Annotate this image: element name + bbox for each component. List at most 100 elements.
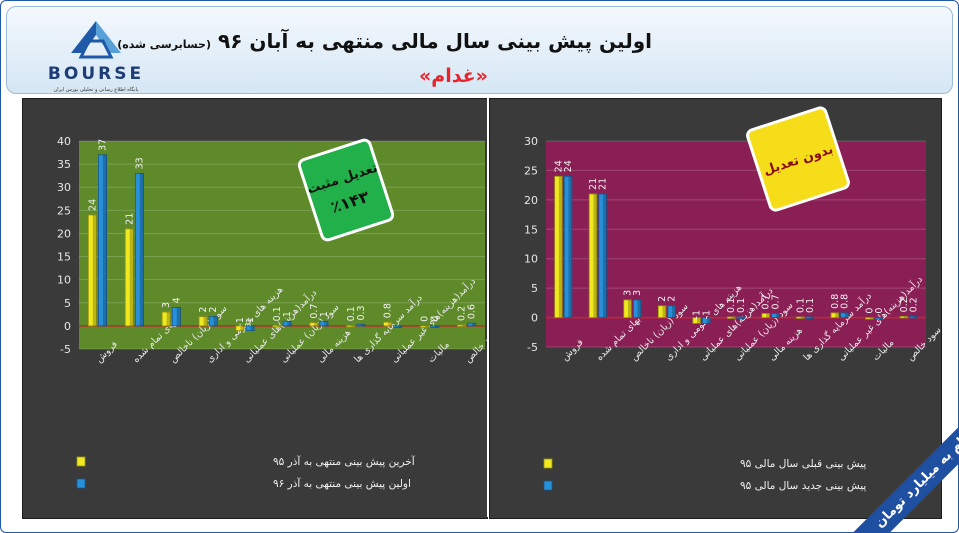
data-label: 21 — [598, 178, 609, 190]
data-label: 21 — [588, 178, 599, 190]
bar — [319, 320, 329, 327]
bar — [692, 317, 701, 324]
bar — [598, 193, 607, 318]
data-label: 21 — [124, 213, 135, 225]
data-label: 3 — [161, 302, 172, 308]
bar-shade — [166, 312, 171, 326]
bar — [632, 299, 642, 318]
bar-shade — [92, 214, 97, 326]
data-label: 0.1 — [795, 298, 806, 313]
svg-text:پایگاه اطلاع رسانی و تحلیلی بو: پایگاه اطلاع رسانی و تحلیلی بورس ایران — [54, 86, 139, 93]
legend-label: آخرین پیش بینی منتهی به آذر ۹۵ — [273, 455, 416, 468]
adjustment-badge: تعدیل مثبت٪۱۴۳ — [297, 138, 395, 242]
bar-shade — [662, 305, 666, 318]
plot-area — [546, 141, 926, 347]
bar — [726, 316, 736, 319]
bar — [393, 325, 403, 328]
bar-shade — [697, 317, 701, 324]
bar — [805, 316, 815, 319]
data-label: 0 — [420, 316, 431, 322]
left-chart-panel: -5 0 5 10 15 20 25 30 35 40 24 37 فروش 21 33 بهای تمام … — [22, 98, 501, 519]
right-chart-panel: -5 0 5 10 15 20 25 30 24 24 فروش 21 21 بهای تمام شده 3… — [489, 98, 944, 519]
legend-label: اولین پیش بینی منتهی به آذر ۹۶ — [273, 477, 411, 490]
bar — [383, 321, 393, 327]
bar-shade — [324, 321, 329, 326]
bar-shade — [810, 316, 814, 319]
data-label: 2 — [667, 296, 678, 302]
data-label: 0.3 — [356, 305, 367, 320]
bar — [245, 325, 255, 331]
logo-text: BOURSE — [48, 64, 144, 84]
data-label: 0.8 — [839, 294, 850, 309]
bar-shade — [731, 316, 735, 319]
bar-shade — [706, 317, 711, 324]
data-label: 0.7 — [770, 294, 781, 309]
y-tick-label: 20 — [57, 227, 71, 240]
bar — [198, 316, 208, 327]
bar — [796, 316, 805, 319]
bar — [467, 322, 477, 327]
header-banner: BOURSE پایگاه اطلاع رسانی و تحلیلی بورس … — [6, 6, 953, 94]
data-label: 1 — [319, 311, 330, 317]
bar-shade — [277, 325, 281, 327]
bar-shade — [129, 228, 134, 326]
bar — [272, 325, 282, 328]
data-label: 0.1 — [272, 306, 283, 321]
y-tick-label: 5 — [64, 297, 71, 310]
y-tick-label: 30 — [524, 135, 538, 148]
bar-shade — [240, 325, 245, 331]
bar-shade — [775, 313, 780, 318]
data-label: 1 — [282, 311, 293, 317]
bar-shade — [766, 313, 770, 318]
data-label: 0.7 — [309, 304, 320, 319]
bar-shade — [435, 325, 439, 328]
bar-shade — [424, 325, 429, 328]
bar-shade — [314, 322, 318, 326]
bar-shade — [287, 321, 292, 326]
bar — [87, 214, 97, 327]
bar — [134, 172, 144, 327]
bar — [736, 316, 745, 319]
data-label: 33 — [134, 157, 145, 169]
bar — [356, 324, 366, 327]
y-tick-label: 0 — [64, 320, 71, 333]
y-tick-label: 15 — [57, 251, 71, 264]
data-label: 2 — [208, 307, 219, 313]
data-label: 0.8 — [383, 303, 394, 318]
title-note: (حسابرسی شده) — [117, 38, 212, 51]
bar-shade — [558, 176, 563, 318]
data-label: 37 — [98, 139, 109, 151]
bar — [563, 175, 573, 318]
bourse-logo: BOURSE پایگاه اطلاع رسانی و تحلیلی بورس … — [21, 17, 171, 99]
bar — [457, 324, 466, 327]
bar — [830, 312, 840, 318]
bar-shade — [398, 325, 402, 328]
y-tick-label: 25 — [57, 204, 71, 217]
bar-shade — [568, 176, 572, 318]
y-tick-label: -5 — [527, 341, 538, 354]
bar-shade — [879, 317, 883, 320]
page-subtitle: «غدام» — [419, 65, 488, 87]
data-label: 2 — [657, 296, 668, 302]
bar — [899, 315, 909, 319]
page-title: اولین پیش بینی سال مالی منتهی به آبان ۹۶… — [117, 29, 652, 53]
legend-swatch — [543, 480, 553, 491]
y-tick-label: 20 — [524, 194, 538, 207]
data-label: 0.2 — [909, 297, 920, 312]
bar — [588, 193, 598, 318]
bar-shade — [176, 307, 181, 326]
data-label: 2 — [198, 307, 209, 313]
bar-shade — [844, 312, 849, 318]
y-tick-label: 5 — [531, 282, 538, 295]
data-label: 0.1 — [346, 306, 357, 321]
data-label: 24 — [87, 199, 98, 211]
bar — [702, 317, 711, 324]
bar — [235, 325, 245, 331]
bar — [554, 175, 563, 318]
data-label: 0.1 — [736, 298, 747, 313]
legend-label: پیش بینی جدید سال مالی ۹۵ — [740, 480, 866, 492]
bar — [430, 325, 440, 328]
plot-area — [79, 141, 485, 349]
